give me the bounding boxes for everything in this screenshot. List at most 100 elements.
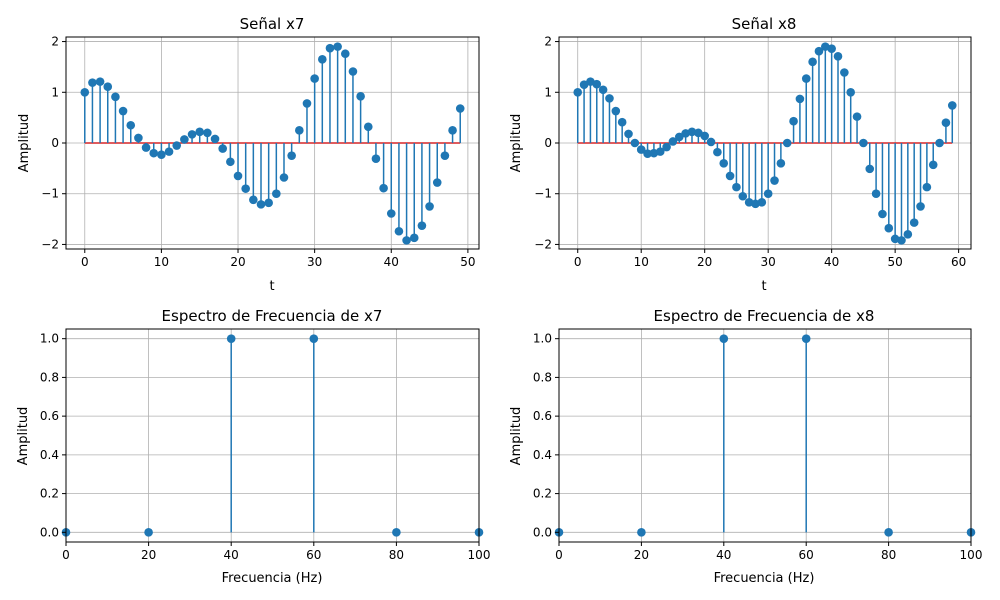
stem-marker <box>922 182 932 192</box>
panel-signal-x7-ylabel: Amplitud <box>17 114 32 173</box>
stem-marker <box>80 87 90 97</box>
stem-marker <box>636 145 646 154</box>
stem-marker <box>611 106 621 116</box>
stem-marker <box>808 57 817 67</box>
stem-marker <box>157 150 166 159</box>
stem-marker <box>309 334 319 343</box>
x-tick-label: 60 <box>799 548 814 562</box>
stem-marker <box>859 138 868 148</box>
stem-marker <box>713 147 722 157</box>
y-tick-label: 0.2 <box>533 487 552 501</box>
stem-marker <box>310 74 319 83</box>
x-tick-label: 0 <box>555 548 563 562</box>
stem-marker <box>801 334 811 343</box>
x-tick-label: 20 <box>697 255 712 269</box>
axes-frame <box>558 328 972 543</box>
plot-area-signal-x8: 0 10 20 30 40 50 60 −2 −1 0 1 2 <box>534 35 972 269</box>
panel-spectrum-x7-xlabel: Frecuencia (Hz) <box>222 571 323 586</box>
stem-marker <box>233 171 243 181</box>
stem-marker <box>88 78 97 87</box>
plot-area-spectrum-x8: 0 20 40 60 80 100 0.0 0.2 0.4 0.6 0.8 1.0 <box>533 328 982 562</box>
y-tick-label: 0.6 <box>533 409 552 423</box>
stem-marker <box>884 528 893 537</box>
stem-marker <box>827 44 836 53</box>
y-tick-label: −2 <box>534 237 552 251</box>
stem-marker <box>852 112 862 121</box>
y-tick-label: 2 <box>544 35 552 49</box>
stem-marker <box>782 138 792 148</box>
stem-marker <box>871 189 881 199</box>
stem-marker <box>272 189 281 199</box>
y-tick-label: 1.0 <box>533 332 552 346</box>
stem-marker <box>249 195 258 205</box>
stem-marker <box>903 229 913 239</box>
stem-marker <box>624 129 633 139</box>
panel-spectrum-x8-title: Espectro de Frecuencia de x8 <box>654 307 875 325</box>
stem-marker <box>134 133 143 143</box>
stem-marker <box>386 209 396 218</box>
stem-marker <box>392 528 401 537</box>
stem-marker <box>941 118 951 128</box>
x-tick-label: 60 <box>306 548 321 562</box>
stem-marker <box>318 55 327 64</box>
stem-marker <box>210 134 220 144</box>
stem-marker <box>668 137 678 146</box>
x-tick-label: 100 <box>468 548 491 562</box>
stem-marker <box>226 157 235 167</box>
stem-marker <box>363 122 373 132</box>
panel-signal-x8-ylabel: Amplitud <box>509 114 524 173</box>
stem-marker <box>279 173 289 182</box>
panel-signal-x7-title: Señal x7 <box>240 15 305 33</box>
stem-marker <box>144 528 153 537</box>
panel-spectrum-x7-title: Espectro de Frecuencia de x7 <box>162 307 383 325</box>
y-tick-label: 0.6 <box>40 409 59 423</box>
stem-marker <box>218 144 227 153</box>
stem-marker <box>719 158 729 168</box>
y-tick-label: −1 <box>534 187 552 201</box>
stem-marker <box>770 176 779 185</box>
stem-marker <box>598 85 608 95</box>
panel-signal-x7-xlabel: t <box>269 279 274 294</box>
stem-marker <box>448 126 457 135</box>
panel-spectrum-x8: Espectro de Frecuencia de x8 Frecuencia … <box>509 307 874 586</box>
x-tick-label: 10 <box>634 255 649 269</box>
stem-marker <box>180 135 189 144</box>
stem-marker <box>789 116 798 126</box>
stem-marker <box>617 117 627 127</box>
stem-marker <box>687 127 697 137</box>
stem-marker <box>195 127 205 137</box>
x-tick-label: 0 <box>81 255 89 269</box>
stem-marker <box>738 191 748 201</box>
stem-marker <box>725 171 735 181</box>
stem-marker <box>884 223 894 233</box>
y-tick-label: −2 <box>41 237 59 251</box>
stem-marker <box>295 126 304 135</box>
stem-marker <box>118 106 128 116</box>
stem-marker <box>814 46 824 56</box>
stem-marker <box>763 189 773 199</box>
stem-marker <box>356 92 365 101</box>
x-tick-label: 60 <box>951 255 966 269</box>
stem-marker <box>425 202 434 211</box>
stem-marker <box>706 137 716 147</box>
stem-marker <box>909 218 919 227</box>
x-tick-label: 30 <box>761 255 776 269</box>
stem-marker <box>325 43 335 53</box>
x-tick-label: 20 <box>141 548 156 562</box>
stem-marker <box>605 94 614 103</box>
stem-marker <box>833 51 843 61</box>
stem-marker <box>226 334 236 343</box>
x-tick-label: 40 <box>224 548 239 562</box>
y-tick-label: 2 <box>51 35 59 49</box>
stem-marker <box>402 236 411 245</box>
stem-marker <box>103 82 113 92</box>
x-tick-label: 50 <box>887 255 902 269</box>
stem-marker <box>655 147 665 156</box>
stem-marker <box>264 198 273 208</box>
stem-marker <box>643 149 652 158</box>
stem-marker <box>241 184 250 193</box>
panel-signal-x7: Señal x7 t Amplitud <box>17 15 304 294</box>
stem-marker <box>846 87 856 97</box>
y-tick-label: 1 <box>544 85 552 99</box>
stem-marker <box>302 99 312 108</box>
